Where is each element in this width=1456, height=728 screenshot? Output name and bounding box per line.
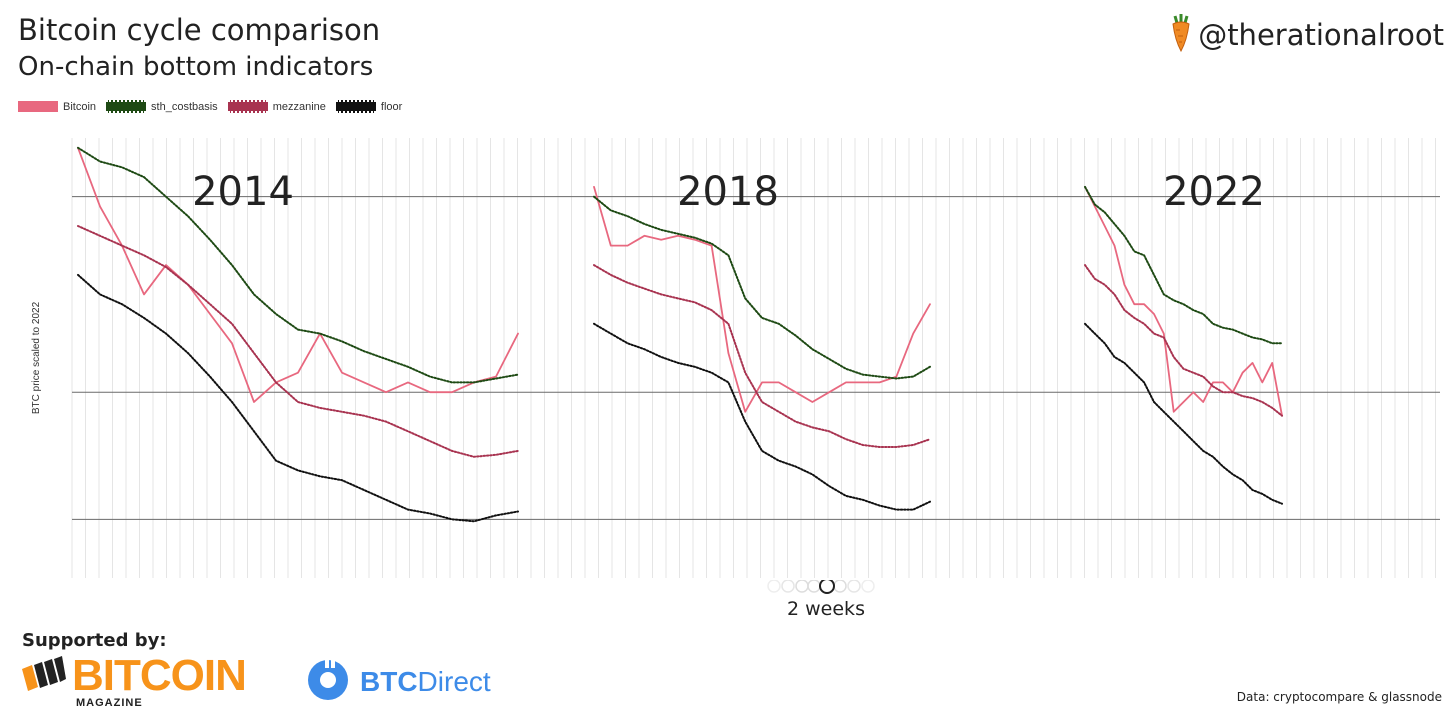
legend-swatch-sth-costbasis bbox=[106, 100, 147, 113]
sponsor-name-bold: BTC bbox=[360, 666, 418, 697]
bitcoin-line bbox=[593, 186, 931, 413]
chart-title: Bitcoin cycle comparison bbox=[18, 13, 381, 47]
cycle-label: 2018 bbox=[677, 169, 779, 215]
legend-item-bitcoin[interactable]: Bitcoin bbox=[18, 101, 96, 113]
sth-costbasis-line bbox=[1084, 185, 1283, 345]
bitcoin-line bbox=[1084, 186, 1283, 417]
sponsor-name: BITCOIN bbox=[72, 651, 247, 700]
legend-label: mezzanine bbox=[272, 100, 326, 113]
bitcoin-line bbox=[77, 146, 519, 403]
y-axis-label: BTC price scaled to 2022 bbox=[31, 301, 42, 414]
mezzanine-line bbox=[1084, 264, 1283, 417]
carrot-icon bbox=[1170, 14, 1192, 56]
sth-costbasis-line bbox=[77, 146, 519, 384]
legend-label: floor bbox=[380, 100, 403, 113]
bitcoin-magazine-logo[interactable]: BITCOIN MAGAZINE bbox=[20, 651, 247, 709]
sponsor-name: BTCDirect bbox=[360, 666, 491, 698]
floor-line bbox=[77, 273, 519, 523]
btc-direct-icon bbox=[308, 658, 352, 706]
btc-direct-logo[interactable]: BTCDirect bbox=[308, 658, 491, 706]
sponsor-name-light: Direct bbox=[417, 666, 491, 697]
legend-swatch-bitcoin bbox=[18, 101, 58, 112]
cycle-label: 2014 bbox=[192, 169, 294, 215]
cycle-label: 2022 bbox=[1163, 169, 1265, 215]
floor-line bbox=[593, 322, 931, 511]
floor-line bbox=[1084, 322, 1283, 505]
slider-label: 2 weeks bbox=[787, 598, 865, 620]
author-handle[interactable]: @therationalroot bbox=[1170, 14, 1444, 56]
sth-costbasis-line bbox=[593, 195, 931, 380]
chart-subtitle: On-chain bottom indicators bbox=[18, 52, 374, 82]
timeframe-slider[interactable] bbox=[752, 578, 902, 596]
handle-text: @therationalroot bbox=[1198, 18, 1444, 52]
mezzanine-line bbox=[77, 225, 519, 458]
mezzanine-line bbox=[593, 264, 931, 448]
legend-label: Bitcoin bbox=[63, 100, 97, 113]
supported-by-label: Supported by: bbox=[22, 630, 167, 651]
legend-item-sth-costbasis[interactable]: sth_costbasis bbox=[106, 100, 218, 113]
legend-item-floor[interactable]: floor bbox=[335, 100, 403, 113]
chart-plot: BTC price scaled to 2022 2014 2018 2022 bbox=[31, 138, 1440, 578]
sponsor-subname: MAGAZINE bbox=[76, 697, 143, 709]
legend-item-mezzanine[interactable]: mezzanine bbox=[227, 100, 326, 113]
chart-legend: Bitcoin sth_costbasis mezzanine floor bbox=[18, 100, 402, 113]
data-source: Data: cryptocompare & glassnode bbox=[1236, 690, 1442, 704]
legend-swatch-floor bbox=[335, 100, 376, 113]
legend-swatch-mezzanine bbox=[227, 100, 268, 113]
legend-label: sth_costbasis bbox=[151, 100, 218, 113]
bitcoin-magazine-icon bbox=[20, 655, 66, 697]
slider-handle[interactable] bbox=[819, 578, 835, 594]
